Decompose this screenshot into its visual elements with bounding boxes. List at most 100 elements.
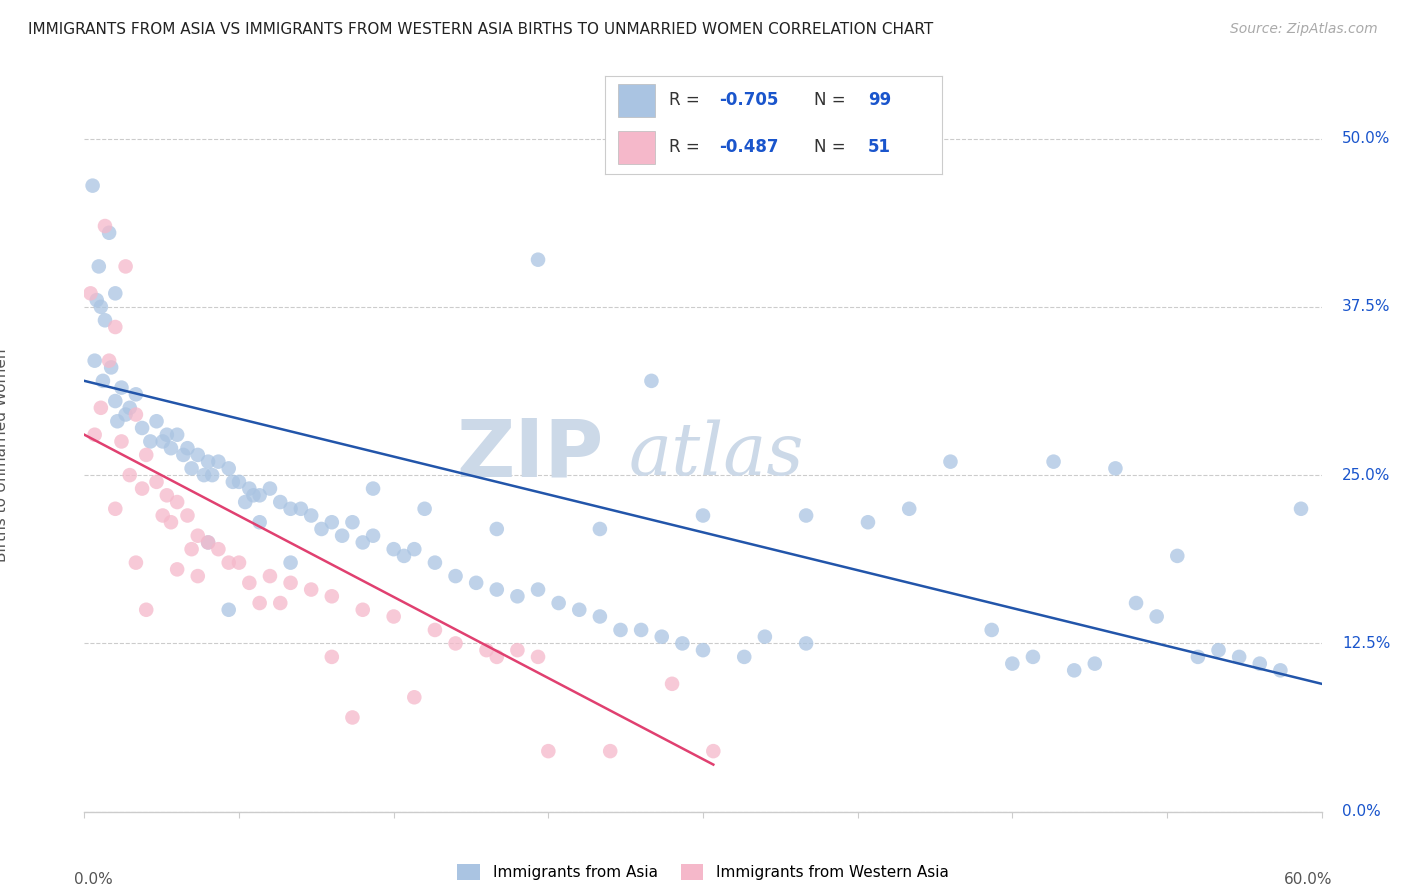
Point [238, 575, 260, 590]
Point [91, 374, 114, 388]
Point [118, 468, 141, 483]
Point [1249, 657, 1271, 671]
Point [228, 556, 250, 570]
Point [238, 482, 260, 496]
Point [1084, 657, 1107, 671]
Point [79, 286, 101, 301]
Point [1166, 549, 1188, 563]
Point [980, 623, 1002, 637]
FancyBboxPatch shape [619, 84, 655, 117]
Point [485, 522, 508, 536]
Point [145, 414, 167, 428]
Point [86, 293, 108, 307]
Point [506, 643, 529, 657]
Text: IMMIGRANTS FROM ASIA VS IMMIGRANTS FROM WESTERN ASIA BIRTHS TO UNMARRIED WOMEN C: IMMIGRANTS FROM ASIA VS IMMIGRANTS FROM … [28, 22, 934, 37]
Point [794, 508, 817, 523]
Point [352, 603, 374, 617]
Point [382, 542, 405, 557]
Point [94, 219, 117, 233]
Text: 0.0%: 0.0% [75, 872, 112, 888]
Point [527, 649, 550, 664]
Point [83, 427, 105, 442]
Point [1289, 501, 1312, 516]
Text: 51: 51 [868, 138, 891, 156]
Point [269, 596, 291, 610]
Point [321, 515, 343, 529]
Text: ZIP: ZIP [457, 416, 605, 494]
Point [856, 515, 879, 529]
Point [1125, 596, 1147, 610]
Point [259, 569, 281, 583]
Point [180, 461, 202, 475]
Point [131, 482, 153, 496]
Point [280, 501, 302, 516]
Point [733, 649, 755, 664]
Point [180, 542, 202, 557]
Point [485, 649, 508, 664]
Point [640, 374, 662, 388]
Point [118, 401, 141, 415]
Point [201, 468, 224, 483]
Point [98, 226, 121, 240]
Point [269, 495, 291, 509]
Text: N =: N = [814, 91, 851, 110]
Point [568, 603, 591, 617]
Text: 12.5%: 12.5% [1343, 636, 1391, 651]
Point [187, 448, 209, 462]
Point [404, 690, 426, 705]
Point [321, 649, 343, 664]
Point [135, 603, 157, 617]
Point [290, 501, 312, 516]
Point [104, 501, 127, 516]
Point [172, 448, 194, 462]
Point [90, 300, 112, 314]
Point [352, 535, 374, 549]
Point [110, 434, 132, 449]
Point [125, 556, 148, 570]
Point [794, 636, 817, 650]
Point [114, 408, 136, 422]
Point [176, 441, 198, 455]
Point [176, 508, 198, 523]
Point [160, 441, 183, 455]
Point [280, 556, 302, 570]
Text: R =: R = [669, 138, 704, 156]
Point [651, 630, 673, 644]
Point [125, 387, 148, 401]
Point [1227, 649, 1250, 664]
Point [506, 589, 529, 603]
Point [104, 394, 127, 409]
Point [1187, 649, 1209, 664]
Point [630, 623, 652, 637]
Point [90, 401, 112, 415]
Point [1042, 455, 1064, 469]
Text: -0.487: -0.487 [720, 138, 779, 156]
Point [249, 488, 271, 502]
Point [218, 603, 240, 617]
Point [1001, 657, 1024, 671]
Point [100, 360, 122, 375]
Point [280, 575, 302, 590]
Point [156, 427, 179, 442]
Point [166, 495, 188, 509]
Text: atlas: atlas [628, 419, 804, 491]
Text: N =: N = [814, 138, 851, 156]
Point [392, 549, 415, 563]
Point [82, 178, 104, 193]
Point [249, 596, 271, 610]
Point [444, 569, 467, 583]
Point [187, 529, 209, 543]
Text: Births to Unmarried Women: Births to Unmarried Women [0, 348, 10, 562]
Point [160, 515, 183, 529]
Point [692, 508, 714, 523]
Point [222, 475, 245, 489]
Text: 37.5%: 37.5% [1343, 300, 1391, 314]
Point [98, 353, 121, 368]
Point [105, 414, 128, 428]
Point [152, 434, 174, 449]
Point [589, 522, 612, 536]
Point [599, 744, 621, 758]
Point [197, 535, 219, 549]
Point [156, 488, 179, 502]
Point [135, 448, 157, 462]
